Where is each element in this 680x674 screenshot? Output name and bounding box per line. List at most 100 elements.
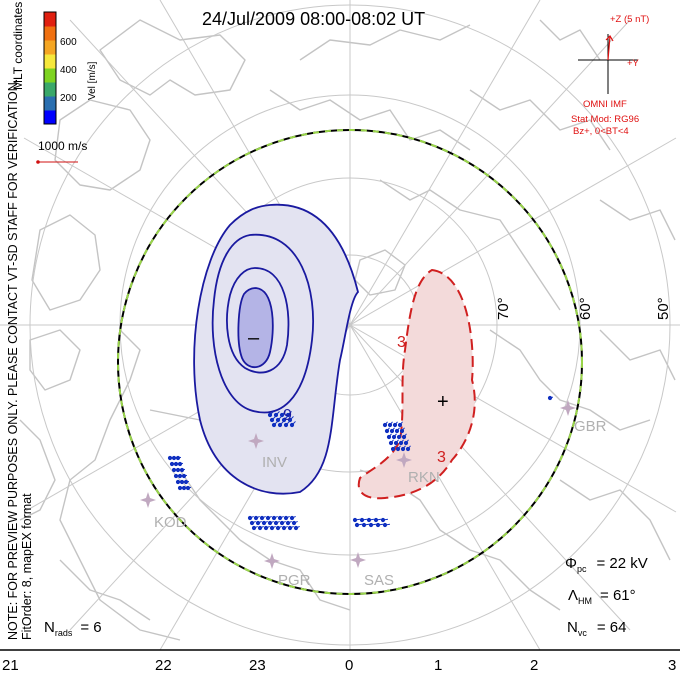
- colorbar-segment: [44, 110, 56, 125]
- imf-vector: [605, 35, 614, 61]
- vector-line: [287, 520, 292, 524]
- vector-line: [354, 518, 361, 521]
- map-title: 24/Jul/2009 08:00-08:02 UT: [202, 9, 425, 29]
- station-label-sas: SAS: [364, 572, 394, 589]
- vector-line: [382, 518, 389, 521]
- vector-line: [402, 445, 406, 450]
- vector-line: [279, 421, 284, 426]
- mlt-label-22: 22: [155, 657, 172, 674]
- heppner-maynard-boundary-dash: [117, 129, 583, 595]
- station-label-inv: INV: [262, 454, 287, 471]
- colorbar-ticks: 600 400 200: [60, 37, 77, 104]
- vector-line: [389, 421, 393, 426]
- vector-line: [249, 515, 254, 519]
- vector-line: [181, 468, 186, 471]
- station-label-pgr: PGR: [278, 572, 311, 589]
- potential-maximum-marker: +: [437, 391, 449, 413]
- vector-line: [279, 515, 284, 519]
- vector-line: [185, 480, 190, 483]
- colorbar-segment: [44, 12, 56, 27]
- station-marker-gbr: [560, 400, 576, 416]
- colorbar-tick-400: 400: [60, 65, 77, 76]
- vector-line: [289, 525, 294, 529]
- vector-line: [291, 515, 296, 519]
- vector-line: [265, 525, 270, 529]
- colorbar-segment: [44, 68, 56, 83]
- positive-potential-cell: [357, 268, 476, 500]
- vector-line: [251, 520, 256, 524]
- imf-source: OMNI IMF: [583, 99, 627, 110]
- vector-line: [399, 421, 403, 426]
- mlt-label-0: 0: [345, 657, 353, 674]
- vector-line: [283, 525, 288, 529]
- contour-label-positive-upper: 3: [397, 334, 406, 351]
- negative-contour-3: [226, 267, 290, 374]
- coordinates-label: MLT coordinates: [11, 2, 25, 90]
- preview-watermark: NOTE: FOR PREVIEW PURPOSES ONLY. PLEASE …: [6, 79, 20, 640]
- vector-line: [271, 525, 276, 529]
- imf-z-label: +Z (5 nT): [610, 14, 649, 25]
- vector-line: [269, 411, 274, 416]
- station-labels: INV RKN KOD PGR SAS GBR: [154, 418, 607, 589]
- vector-line: [253, 525, 258, 529]
- lat-label-70: 70°: [495, 297, 512, 320]
- negative-potential-cell: [193, 204, 359, 495]
- station-marker-rkn: [396, 452, 412, 468]
- vector-line: [368, 518, 375, 521]
- vector-line: [267, 515, 272, 519]
- velocity-scale-label: 1000 m/s: [38, 139, 87, 153]
- station-markers: [140, 400, 576, 569]
- vector-line: [393, 433, 397, 438]
- mlt-label-21: 21: [2, 657, 19, 674]
- vector-line: [281, 520, 286, 524]
- vector-line: [386, 427, 390, 432]
- vector-line: [391, 427, 395, 432]
- fit-order-label: FitOrder: 8, mapEX format: [20, 493, 34, 640]
- mlt-label-2: 2: [530, 657, 538, 674]
- stat-lambda-hm: ΛHM = 61°: [568, 587, 636, 606]
- vector-line: [356, 523, 363, 526]
- potential-minimum-marker: –: [248, 327, 260, 349]
- vector-line: [285, 515, 290, 519]
- vector-line: [363, 523, 370, 526]
- mlt-label-23: 23: [249, 657, 266, 674]
- vector-line: [384, 523, 391, 526]
- colorbar-tick-600: 600: [60, 37, 77, 48]
- station-marker-kod: [140, 492, 156, 508]
- vector-line: [388, 433, 392, 438]
- lat-label-60: 60°: [577, 297, 594, 320]
- velocity-colorbar: [44, 12, 56, 125]
- imf-y-label: +Y: [627, 58, 640, 69]
- vector-line: [287, 411, 292, 416]
- vector-line: [259, 525, 264, 529]
- vector-line: [179, 462, 184, 465]
- vector-line: [283, 416, 288, 421]
- vector-line: [377, 523, 384, 526]
- vector-line: [273, 421, 278, 426]
- vector-line: [273, 515, 278, 519]
- vector-line: [261, 515, 266, 519]
- lat-label-50: 50°: [655, 297, 672, 320]
- vector-line: [407, 445, 411, 450]
- velocity-scale-arrow: [36, 160, 78, 164]
- vector-line: [403, 433, 407, 438]
- mlt-label-1: 1: [434, 657, 442, 674]
- vector-line: [370, 523, 377, 526]
- colorbar-tick-200: 200: [60, 93, 77, 104]
- colorbar-frame: [43, 11, 57, 125]
- vector-line: [401, 427, 405, 432]
- station-label-rkn: RKN: [408, 469, 440, 486]
- stat-phi-pc: Φpc = 22 kV: [565, 555, 648, 574]
- vector-line: [361, 518, 368, 521]
- colorbar-segment: [44, 82, 56, 97]
- vector-line: [397, 445, 401, 450]
- latitude-labels: 70° 60° 50°: [495, 297, 672, 320]
- negative-core: [237, 287, 274, 368]
- vector-line: [177, 456, 182, 459]
- stat-nvc: Nvc = 64: [567, 619, 626, 638]
- vector-line: [271, 416, 276, 421]
- vector-line: [405, 439, 409, 444]
- vector-line: [375, 518, 382, 521]
- vector-line: [395, 439, 399, 444]
